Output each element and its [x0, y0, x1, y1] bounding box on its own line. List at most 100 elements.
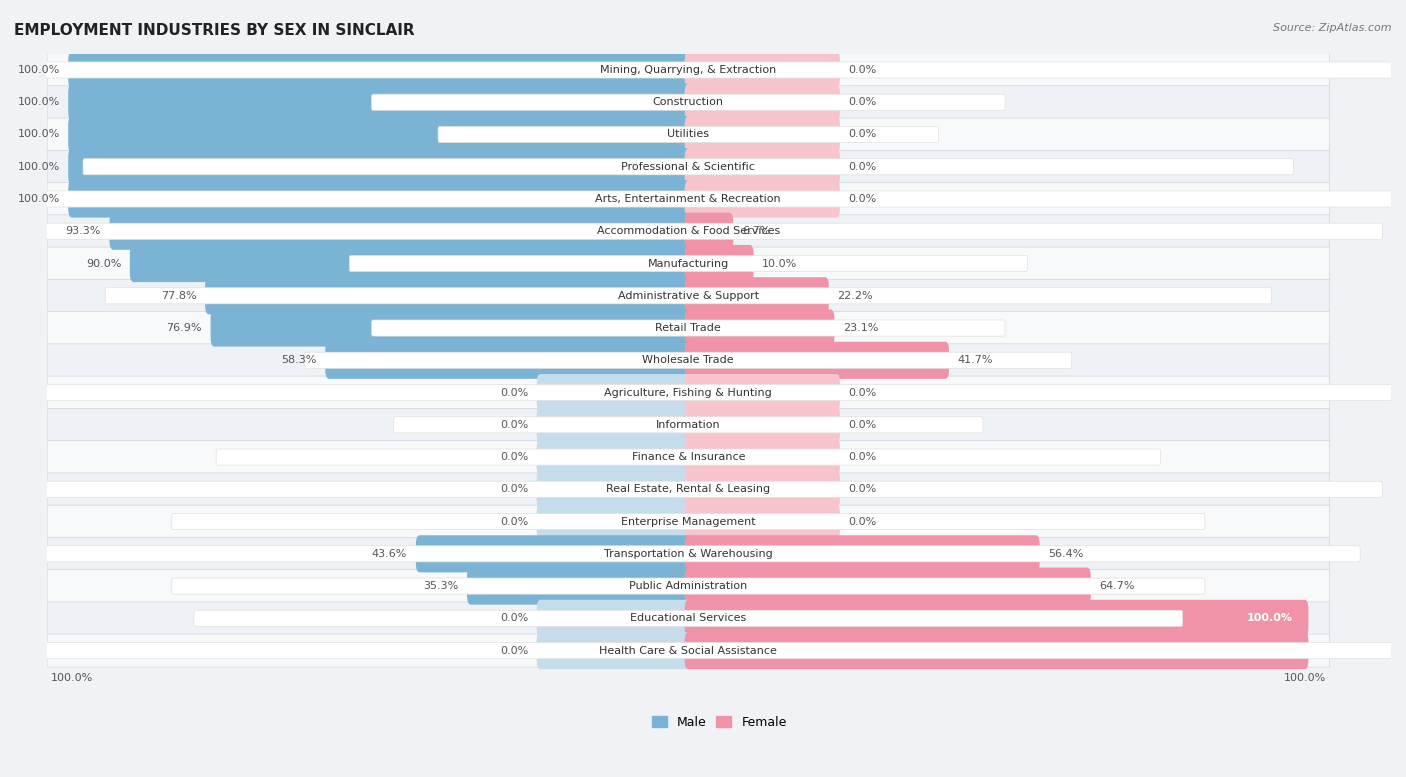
Text: 0.0%: 0.0%: [849, 452, 877, 462]
Text: 23.1%: 23.1%: [844, 323, 879, 333]
Text: 0.0%: 0.0%: [499, 420, 529, 430]
FancyBboxPatch shape: [537, 600, 692, 637]
Text: 0.0%: 0.0%: [499, 388, 529, 398]
FancyBboxPatch shape: [537, 406, 692, 444]
FancyBboxPatch shape: [467, 567, 692, 605]
Text: 100.0%: 100.0%: [17, 130, 59, 140]
FancyBboxPatch shape: [48, 634, 1330, 667]
FancyBboxPatch shape: [685, 503, 839, 540]
FancyBboxPatch shape: [69, 180, 692, 218]
FancyBboxPatch shape: [371, 320, 1005, 336]
Text: Educational Services: Educational Services: [630, 613, 747, 623]
FancyBboxPatch shape: [110, 213, 692, 250]
Text: Agriculture, Fishing & Hunting: Agriculture, Fishing & Hunting: [605, 388, 772, 398]
FancyBboxPatch shape: [537, 471, 692, 508]
FancyBboxPatch shape: [48, 247, 1330, 280]
FancyBboxPatch shape: [416, 535, 692, 573]
Text: Source: ZipAtlas.com: Source: ZipAtlas.com: [1274, 23, 1392, 33]
Text: Accommodation & Food Services: Accommodation & Food Services: [596, 226, 780, 236]
Text: 0.0%: 0.0%: [499, 517, 529, 527]
FancyBboxPatch shape: [685, 471, 839, 508]
Text: 6.7%: 6.7%: [742, 226, 770, 236]
Text: 0.0%: 0.0%: [499, 613, 529, 623]
Text: 41.7%: 41.7%: [957, 355, 993, 365]
Text: 0.0%: 0.0%: [849, 130, 877, 140]
FancyBboxPatch shape: [172, 514, 1205, 530]
FancyBboxPatch shape: [0, 191, 1406, 207]
FancyBboxPatch shape: [685, 438, 839, 476]
Text: 100.0%: 100.0%: [1284, 673, 1326, 683]
Text: Construction: Construction: [652, 97, 724, 107]
FancyBboxPatch shape: [48, 150, 1330, 183]
FancyBboxPatch shape: [48, 54, 1330, 86]
Text: 43.6%: 43.6%: [371, 549, 408, 559]
FancyBboxPatch shape: [685, 213, 734, 250]
FancyBboxPatch shape: [685, 277, 830, 315]
Text: Finance & Insurance: Finance & Insurance: [631, 452, 745, 462]
Text: Retail Trade: Retail Trade: [655, 323, 721, 333]
Text: 77.8%: 77.8%: [160, 291, 197, 301]
Text: Professional & Scientific: Professional & Scientific: [621, 162, 755, 172]
Text: 0.0%: 0.0%: [849, 65, 877, 75]
FancyBboxPatch shape: [48, 344, 1330, 377]
Text: 0.0%: 0.0%: [849, 420, 877, 430]
Text: 35.3%: 35.3%: [423, 581, 458, 591]
Text: 0.0%: 0.0%: [499, 484, 529, 494]
Text: 100.0%: 100.0%: [51, 673, 93, 683]
Text: 56.4%: 56.4%: [1049, 549, 1084, 559]
Legend: Male, Female: Male, Female: [647, 711, 792, 734]
FancyBboxPatch shape: [48, 214, 1330, 248]
FancyBboxPatch shape: [685, 148, 839, 185]
Text: Administrative & Support: Administrative & Support: [617, 291, 759, 301]
FancyBboxPatch shape: [48, 602, 1330, 635]
FancyBboxPatch shape: [537, 374, 692, 411]
FancyBboxPatch shape: [69, 84, 692, 120]
FancyBboxPatch shape: [172, 578, 1205, 594]
Text: 0.0%: 0.0%: [849, 97, 877, 107]
Text: 0.0%: 0.0%: [849, 194, 877, 204]
FancyBboxPatch shape: [83, 159, 1294, 175]
FancyBboxPatch shape: [685, 342, 949, 379]
Text: 100.0%: 100.0%: [17, 162, 59, 172]
FancyBboxPatch shape: [48, 183, 1330, 215]
FancyBboxPatch shape: [685, 600, 1309, 637]
FancyBboxPatch shape: [69, 116, 692, 153]
FancyBboxPatch shape: [48, 279, 1330, 312]
FancyBboxPatch shape: [48, 505, 1330, 538]
Text: Transportation & Warehousing: Transportation & Warehousing: [605, 549, 773, 559]
Text: 100.0%: 100.0%: [17, 97, 59, 107]
FancyBboxPatch shape: [0, 643, 1406, 659]
Text: 0.0%: 0.0%: [849, 517, 877, 527]
Text: Arts, Entertainment & Recreation: Arts, Entertainment & Recreation: [596, 194, 782, 204]
FancyBboxPatch shape: [685, 632, 1309, 669]
Text: Information: Information: [657, 420, 721, 430]
FancyBboxPatch shape: [685, 406, 839, 444]
FancyBboxPatch shape: [0, 223, 1382, 239]
FancyBboxPatch shape: [129, 245, 692, 282]
FancyBboxPatch shape: [685, 309, 834, 347]
FancyBboxPatch shape: [205, 277, 692, 315]
FancyBboxPatch shape: [48, 312, 1330, 344]
FancyBboxPatch shape: [371, 94, 1005, 110]
Text: 100.0%: 100.0%: [1246, 613, 1292, 623]
FancyBboxPatch shape: [48, 376, 1330, 409]
FancyBboxPatch shape: [685, 51, 839, 89]
FancyBboxPatch shape: [17, 545, 1360, 562]
FancyBboxPatch shape: [439, 127, 939, 142]
FancyBboxPatch shape: [69, 148, 692, 185]
FancyBboxPatch shape: [394, 416, 983, 433]
Text: Public Administration: Public Administration: [628, 581, 748, 591]
FancyBboxPatch shape: [211, 309, 692, 347]
Text: 58.3%: 58.3%: [281, 355, 316, 365]
FancyBboxPatch shape: [685, 535, 1039, 573]
FancyBboxPatch shape: [325, 342, 692, 379]
FancyBboxPatch shape: [69, 51, 692, 89]
Text: 0.0%: 0.0%: [849, 388, 877, 398]
Text: 76.9%: 76.9%: [166, 323, 202, 333]
FancyBboxPatch shape: [685, 180, 839, 218]
Text: 100.0%: 100.0%: [17, 194, 59, 204]
FancyBboxPatch shape: [48, 118, 1330, 151]
Text: Utilities: Utilities: [668, 130, 709, 140]
Text: 10.0%: 10.0%: [762, 259, 797, 269]
FancyBboxPatch shape: [685, 84, 839, 120]
